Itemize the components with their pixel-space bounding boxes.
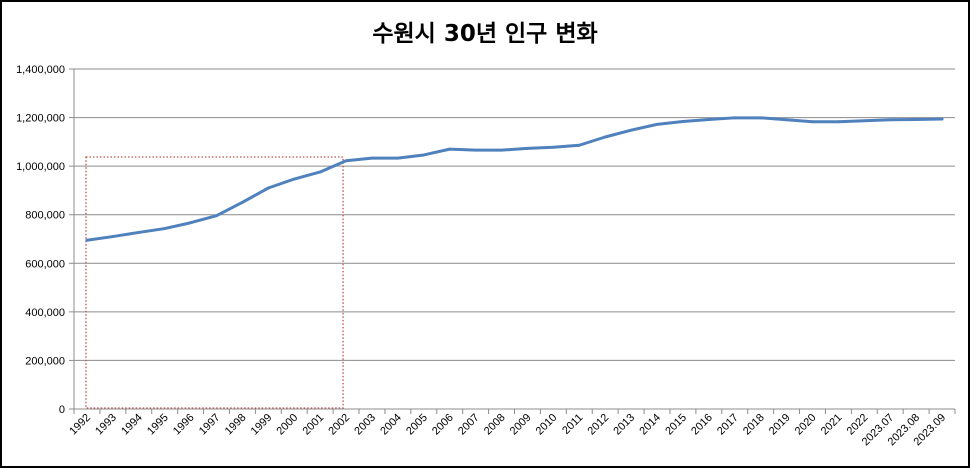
data-point bbox=[526, 147, 529, 150]
x-tick-label: 2020 bbox=[793, 412, 819, 438]
data-point bbox=[422, 153, 426, 157]
data-point bbox=[811, 120, 814, 124]
data-point bbox=[862, 119, 866, 123]
data-point bbox=[500, 148, 503, 152]
x-tick-label: 1993 bbox=[93, 412, 119, 438]
x-tick-label: 2013 bbox=[611, 412, 637, 438]
x-tick-label: 2005 bbox=[404, 412, 430, 438]
y-tick-label: 200,000 bbox=[25, 355, 65, 367]
data-point bbox=[318, 170, 322, 174]
data-point bbox=[292, 177, 296, 181]
x-tick-label: 2019 bbox=[767, 412, 793, 438]
data-point bbox=[785, 118, 788, 122]
x-tick-label: 1996 bbox=[171, 412, 197, 438]
y-tick-label: 1,200,000 bbox=[16, 113, 65, 125]
x-tick-label: 1999 bbox=[249, 412, 275, 438]
data-point bbox=[137, 231, 141, 234]
data-point bbox=[85, 238, 89, 242]
data-point bbox=[189, 221, 193, 225]
series-line bbox=[85, 116, 944, 242]
x-tick-label: 2016 bbox=[689, 412, 715, 438]
x-tick-label: 2015 bbox=[663, 412, 689, 438]
y-tick-label: 800,000 bbox=[25, 210, 65, 222]
x-tick-label: 2012 bbox=[586, 412, 612, 438]
x-tick-label: 2014 bbox=[637, 412, 663, 438]
x-tick-label: 2011 bbox=[560, 412, 585, 437]
x-tick-label: 2003 bbox=[352, 412, 378, 438]
x-tick-label: 2006 bbox=[430, 412, 456, 438]
x-tick-label: 2002 bbox=[326, 412, 352, 438]
x-tick-label: 2007 bbox=[456, 412, 482, 438]
data-point bbox=[266, 186, 270, 190]
data-point bbox=[733, 116, 737, 120]
data-point bbox=[163, 227, 167, 230]
x-tick-label: 2008 bbox=[482, 412, 508, 438]
data-point bbox=[759, 116, 763, 120]
x-tick-label: 1998 bbox=[223, 412, 249, 438]
y-tick-label: 1,400,000 bbox=[16, 64, 65, 76]
data-point bbox=[215, 214, 218, 218]
x-tick-label: 2004 bbox=[378, 412, 404, 438]
x-tick-label: 1997 bbox=[197, 412, 223, 438]
data-point bbox=[655, 122, 659, 126]
x-tick-label: 2009 bbox=[508, 412, 534, 438]
x-tick-label: 2000 bbox=[275, 412, 301, 438]
x-tick-label: 1995 bbox=[145, 412, 171, 438]
x-tick-label: 1994 bbox=[119, 412, 145, 438]
data-point bbox=[707, 118, 711, 121]
data-point bbox=[241, 200, 244, 204]
data-point bbox=[629, 128, 633, 132]
data-point bbox=[914, 118, 918, 121]
data-point bbox=[111, 235, 115, 238]
data-point bbox=[603, 135, 607, 139]
data-point bbox=[577, 143, 581, 147]
x-tick-label: 2021 bbox=[819, 412, 845, 438]
x-tick-label: 2018 bbox=[741, 412, 767, 438]
data-point bbox=[551, 145, 555, 149]
y-tick-label: 600,000 bbox=[25, 258, 65, 270]
x-tick-label: 1992 bbox=[67, 412, 93, 438]
x-tick-label: 2010 bbox=[534, 412, 560, 438]
data-point bbox=[681, 120, 685, 123]
data-point bbox=[474, 148, 478, 152]
data-point bbox=[448, 147, 452, 151]
y-tick-label: 1,000,000 bbox=[16, 161, 65, 173]
chart-title: 수원시 30년 인구 변화 bbox=[372, 21, 598, 47]
data-point bbox=[940, 117, 944, 121]
data-point bbox=[836, 120, 840, 124]
x-tick-label: 2017 bbox=[715, 412, 741, 438]
data-point bbox=[344, 159, 348, 163]
y-tick-label: 0 bbox=[59, 404, 65, 416]
highlight-box bbox=[85, 156, 344, 409]
data-point bbox=[370, 156, 374, 160]
x-tick-label: 2001 bbox=[300, 412, 326, 438]
data-point bbox=[396, 156, 400, 160]
data-point bbox=[888, 118, 892, 122]
y-tick-label: 400,000 bbox=[25, 307, 65, 319]
